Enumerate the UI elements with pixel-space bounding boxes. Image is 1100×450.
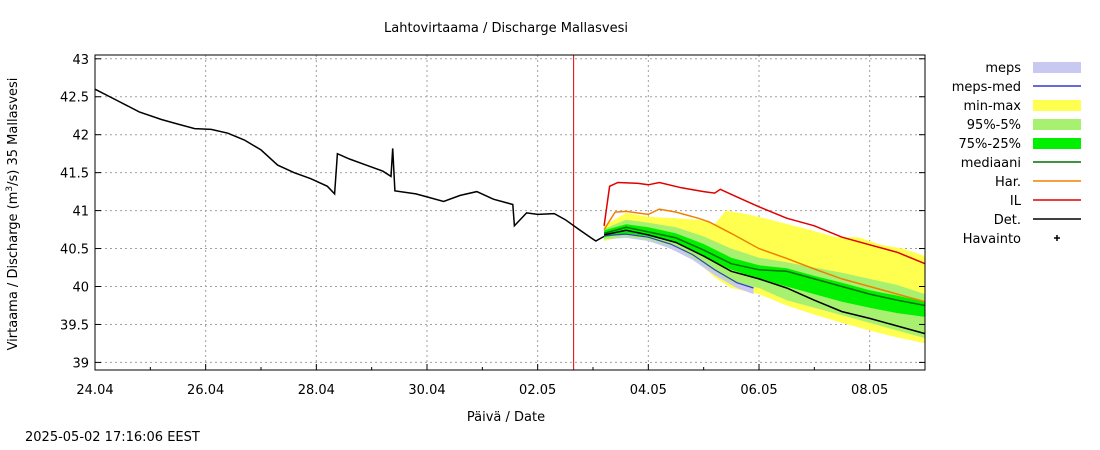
series-mediaani bbox=[603, 226, 926, 307]
y-tick-label: 42 bbox=[72, 129, 89, 144]
legend-swatch bbox=[1033, 138, 1081, 149]
legend-item: Har. bbox=[995, 175, 1081, 190]
legend-swatch bbox=[1033, 62, 1081, 73]
y-tick-label: 42.5 bbox=[60, 91, 89, 106]
legend-label: meps-med bbox=[952, 80, 1021, 95]
series-det bbox=[603, 229, 926, 335]
legend-label: mediaani bbox=[961, 156, 1021, 171]
series-meps-med bbox=[604, 233, 754, 289]
legend-label: IL bbox=[1010, 194, 1022, 209]
y-tick-label: 41 bbox=[72, 205, 89, 220]
chart-title: Lahtovirtaama / Discharge Mallasvesi bbox=[384, 21, 628, 36]
x-tick-label: 04.05 bbox=[630, 383, 667, 398]
x-axis-label: Päivä / Date bbox=[467, 410, 545, 425]
y-tick-label: 39.5 bbox=[60, 318, 89, 333]
legend-label: min-max bbox=[963, 99, 1021, 114]
y-tick-label: 40.5 bbox=[60, 243, 89, 258]
series-lines bbox=[94, 55, 926, 370]
legend-label: 75%-25% bbox=[959, 137, 1021, 152]
y-tick-label: 39 bbox=[72, 356, 89, 371]
legend-item: 95%-5% bbox=[967, 118, 1081, 133]
x-tick-label: 28.04 bbox=[298, 383, 335, 398]
x-tick-label: 06.05 bbox=[740, 383, 777, 398]
legend-item: meps bbox=[985, 61, 1081, 76]
legend-item: IL bbox=[1010, 194, 1081, 209]
x-tick-label: 24.04 bbox=[76, 383, 113, 398]
legend-item: 75%-25% bbox=[959, 137, 1081, 152]
y-tick-label: 40 bbox=[72, 281, 89, 296]
legend-item: mediaani bbox=[961, 156, 1081, 171]
legend: meps meps-med min-max 95%-5% 75%-25% mediaani… bbox=[952, 61, 1081, 247]
x-tick-label: 02.05 bbox=[519, 383, 556, 398]
y-tick-label: 41.5 bbox=[60, 167, 89, 182]
legend-item: Havainto bbox=[963, 232, 1060, 247]
grid bbox=[94, 55, 925, 370]
series-har bbox=[603, 208, 926, 303]
x-tick-label: 08.05 bbox=[851, 383, 888, 398]
y-axis-label: Virtaama / Discharge (m3/s) 35 Mallasves… bbox=[5, 78, 21, 351]
x-tick-label: 26.04 bbox=[187, 383, 224, 398]
legend-item: min-max bbox=[963, 99, 1081, 114]
legend-swatch bbox=[1033, 100, 1081, 111]
timestamp: 2025-05-02 17:16:06 EEST bbox=[25, 430, 200, 445]
legend-label: 95%-5% bbox=[967, 118, 1021, 133]
y-tick-label: 43 bbox=[72, 53, 89, 68]
legend-swatch bbox=[1033, 119, 1081, 130]
plot-frame bbox=[94, 54, 926, 371]
legend-label: Havainto bbox=[963, 232, 1021, 247]
legend-label: Har. bbox=[995, 175, 1021, 190]
series-observed bbox=[94, 88, 605, 242]
bands bbox=[604, 210, 925, 344]
legend-item: meps-med bbox=[952, 80, 1081, 95]
legend-label: Det. bbox=[994, 213, 1021, 228]
series-il bbox=[603, 181, 926, 265]
y-axis-ticks: 39 39.5 40 40.5 41 41.5 42 42.5 43 bbox=[60, 53, 925, 371]
legend-label: meps bbox=[985, 61, 1021, 76]
legend-item: Det. bbox=[994, 213, 1081, 228]
x-axis-ticks: 24.04 26.04 28.04 30.04 02.05 04.05 06.05 08.05 bbox=[76, 364, 888, 398]
x-tick-label: 30.04 bbox=[408, 383, 445, 398]
